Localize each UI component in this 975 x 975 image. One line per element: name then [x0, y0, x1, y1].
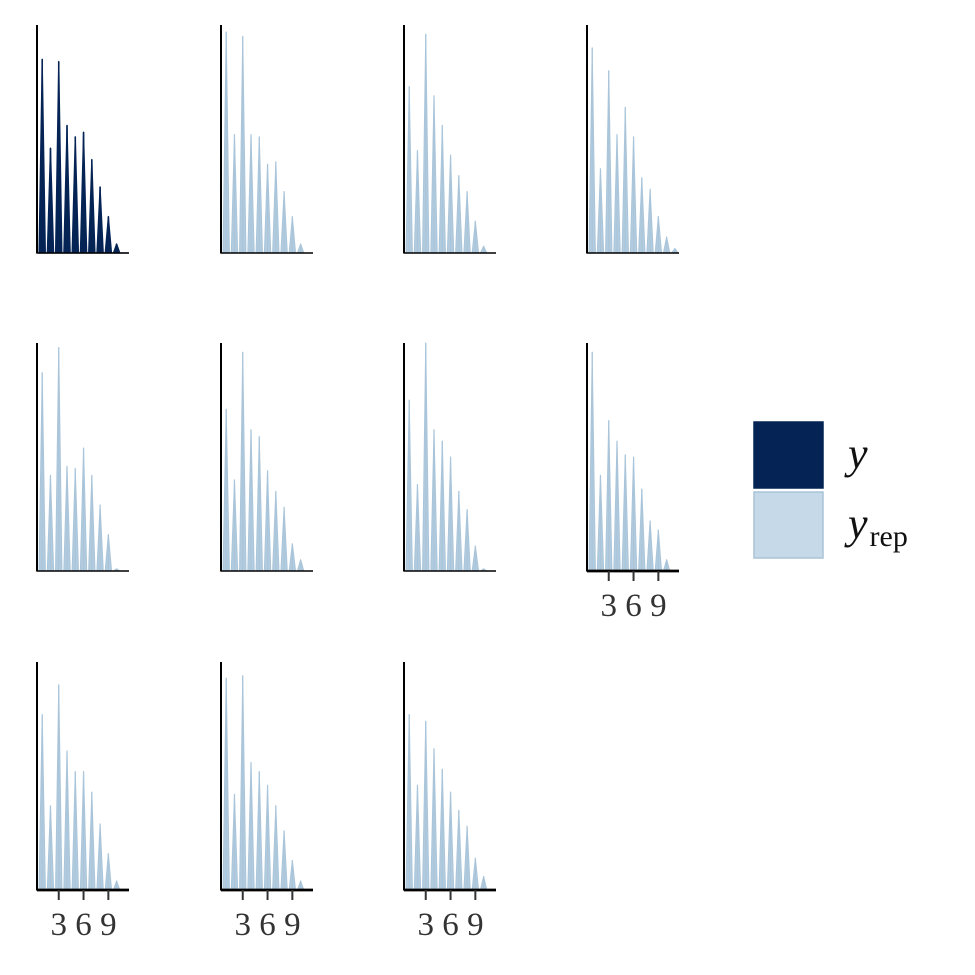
x-tick-label: 3: [417, 907, 434, 943]
facet-panel: [403, 342, 496, 572]
facet-panel: [403, 25, 496, 254]
legend-swatch: [753, 421, 824, 489]
legend-item: y: [753, 421, 868, 489]
x-tick-label: 6: [75, 907, 92, 943]
x-tick-label: 9: [650, 588, 667, 624]
legend-swatch: [753, 491, 824, 559]
x-tick-label: 3: [50, 907, 67, 943]
x-tick-label: 6: [259, 907, 276, 943]
x-tick-label: 6: [625, 588, 642, 624]
facet-panel: [586, 25, 679, 254]
facet-panel: [36, 25, 129, 254]
legend: y yrep: [753, 421, 908, 559]
x-tick-label: 9: [100, 907, 117, 943]
facet-panels: 3 6 93 6 9 3 6 9 3 6 9: [36, 25, 679, 943]
legend-item: yrep: [753, 491, 908, 559]
x-tick-label: 6: [442, 907, 459, 943]
legend-label: y: [844, 429, 868, 478]
facet-panel: [220, 343, 313, 572]
facet-panel: [36, 343, 129, 572]
legend-subscript: rep: [870, 520, 908, 553]
x-tick-label: 3: [600, 588, 617, 624]
x-tick-label: 3: [234, 907, 251, 943]
x-tick-label: 9: [284, 907, 301, 943]
facet-panel: [220, 25, 313, 254]
legend-label: yrep: [844, 499, 908, 553]
x-tick-label: 9: [467, 907, 484, 943]
